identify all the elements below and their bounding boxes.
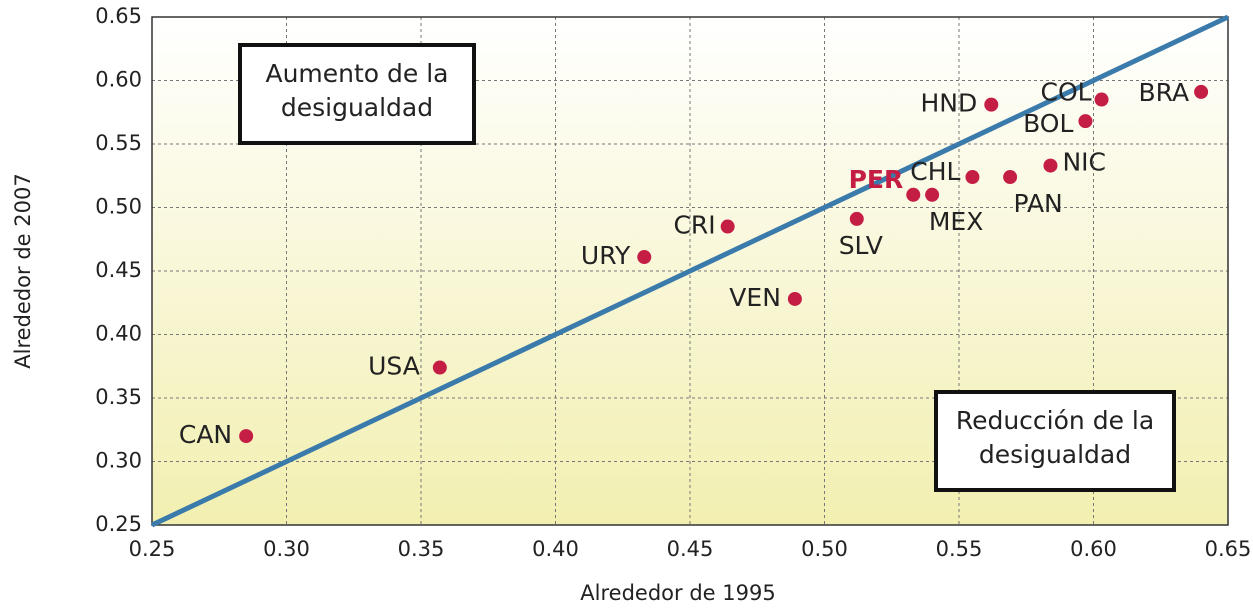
point: [984, 97, 999, 112]
point: [720, 219, 735, 234]
point: [1003, 170, 1018, 185]
point-label: BOL: [1023, 109, 1073, 138]
annotation-text: desigualdad: [979, 440, 1131, 469]
x-tick-label: 0.25: [129, 537, 176, 561]
point: [1043, 158, 1058, 173]
point: [1094, 92, 1109, 107]
x-tick-label: 0.50: [801, 537, 848, 561]
point: [965, 170, 980, 185]
point-label: SLV: [839, 231, 883, 260]
y-tick-label: 0.40: [95, 322, 142, 346]
x-tick-label: 0.55: [936, 537, 983, 561]
y-tick-label: 0.25: [95, 512, 142, 536]
point-label: CAN: [179, 420, 232, 449]
y-axis-label: Alrededor de 2007: [11, 173, 35, 368]
point: [432, 360, 447, 375]
y-tick-label: 0.35: [95, 385, 142, 409]
x-axis-label: Alrededor de 1995: [580, 581, 775, 605]
point: [1194, 84, 1209, 99]
x-tick-label: 0.65: [1205, 537, 1252, 561]
x-tick-label: 0.40: [532, 537, 579, 561]
y-tick-label: 0.60: [95, 68, 142, 92]
point: [239, 429, 254, 444]
x-tick-label: 0.60: [1070, 537, 1117, 561]
point: [1078, 114, 1093, 129]
x-tick-label: 0.30: [263, 537, 310, 561]
y-tick-label: 0.65: [95, 4, 142, 28]
y-tick-label: 0.30: [95, 449, 142, 473]
annotation-text: desigualdad: [281, 93, 433, 122]
point-label: PAN: [1013, 189, 1062, 218]
y-tick-label: 0.45: [95, 258, 142, 282]
point-label: VEN: [729, 283, 781, 312]
point: [925, 187, 940, 202]
x-tick-label: 0.35: [398, 537, 445, 561]
point-label: NIC: [1062, 148, 1106, 177]
point: [637, 250, 652, 265]
point-label: URY: [581, 241, 631, 270]
x-tick-label: 0.45: [667, 537, 714, 561]
y-tick-label: 0.55: [95, 131, 142, 155]
annotation-text: Aumento de la: [265, 59, 448, 88]
point-label: USA: [368, 352, 420, 381]
point-label: CHL: [910, 157, 960, 186]
point-label: CRI: [673, 211, 715, 240]
annotation-text: Reducción de la: [956, 406, 1154, 435]
y-tick-label: 0.50: [95, 195, 142, 219]
point-label: PER: [849, 165, 904, 194]
point-label: MEX: [929, 207, 984, 236]
point: [787, 291, 802, 306]
point-label: BRA: [1138, 78, 1189, 107]
point-label: COL: [1041, 78, 1092, 107]
point-label: HND: [921, 89, 978, 118]
equality-line: [150, 14, 1230, 528]
plot-border: [151, 16, 1229, 526]
annotation-box: [934, 390, 1176, 492]
point: [906, 187, 921, 202]
point: [849, 211, 864, 226]
annotation-box: [238, 43, 476, 145]
